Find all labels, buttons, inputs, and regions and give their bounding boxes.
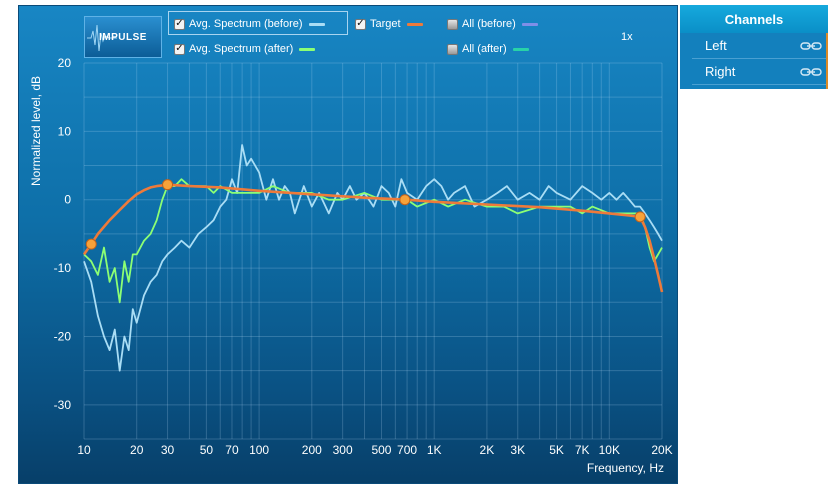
x-tick-label: 70 — [225, 443, 239, 457]
legend-target[interactable]: ✓ Target — [355, 15, 423, 33]
y-tick-label: -10 — [54, 261, 72, 275]
x-tick-label: 20K — [651, 443, 672, 457]
legend-label: Avg. Spectrum (after) — [189, 43, 294, 55]
checkbox-checked-icon[interactable]: ✓ — [174, 18, 185, 30]
channel-label: Left — [705, 38, 727, 53]
impulse-button[interactable]: IMPULSE — [84, 16, 162, 58]
x-tick-label: 50 — [200, 443, 214, 457]
target-control-point — [399, 194, 411, 206]
x-tick-label: 1K — [427, 443, 442, 457]
legend-swatch — [521, 22, 538, 26]
target-control-point — [634, 211, 646, 223]
x-tick-label: 100 — [249, 443, 269, 457]
legend-swatch — [299, 47, 316, 51]
x-tick-label: 10 — [77, 443, 91, 457]
checkbox-checked-icon[interactable]: ✓ — [174, 43, 185, 55]
x-tick-label: 7K — [575, 443, 590, 457]
legend-label: All (before) — [462, 18, 516, 30]
target-control-point — [162, 179, 174, 191]
checkbox-unchecked-icon[interactable] — [447, 43, 458, 55]
channel-item-left[interactable]: Left — [692, 33, 828, 59]
impulse-label: IMPULSE — [99, 31, 147, 43]
y-tick-label: -20 — [54, 329, 72, 343]
channel-item-right[interactable]: Right — [692, 59, 828, 85]
checkbox-checked-icon[interactable]: ✓ — [355, 18, 366, 30]
x-axis-label: Frequency, Hz — [587, 461, 664, 475]
target-control-points[interactable] — [85, 179, 646, 250]
channels-panel: Channels Left Right — [680, 5, 828, 89]
x-tick-label: 30 — [161, 443, 175, 457]
legend-avg-spectrum-after[interactable]: ✓ Avg. Spectrum (after) — [174, 40, 316, 58]
x-tick-label: 500 — [371, 443, 391, 457]
legend-swatch — [512, 47, 529, 51]
link-icon[interactable] — [800, 41, 822, 50]
legend-all-before[interactable]: All (before) — [447, 15, 538, 33]
zoom-level[interactable]: 1x — [621, 31, 633, 43]
target-curve-line — [82, 183, 664, 293]
legend-highlight-box — [168, 11, 348, 35]
legend-label: All (after) — [462, 43, 507, 55]
channels-accent-edge — [826, 33, 828, 89]
channel-label: Right — [705, 64, 736, 79]
channels-title: Channels — [680, 5, 828, 33]
legend-label: Target — [370, 18, 401, 30]
x-tick-label: 2K — [480, 443, 495, 457]
grid — [83, 62, 663, 440]
y-tick-label: 0 — [64, 193, 71, 207]
y-tick-label: 10 — [58, 124, 72, 138]
y-tick-label: -30 — [54, 398, 72, 412]
plot-panel: 10 20 30 50 70 100 200 300 500 700 1K 2K 3K 5K 7K 10K 20… — [18, 5, 678, 484]
x-tick-label: 3K — [510, 443, 525, 457]
checkbox-unchecked-icon[interactable] — [447, 18, 458, 30]
tick-labels: 10 20 30 50 70 100 200 300 500 700 1K 2K 3K 5K 7K 10K 20… — [54, 56, 673, 457]
legend-label: Avg. Spectrum (before) — [189, 18, 303, 30]
legend-swatch — [406, 22, 423, 26]
x-tick-label: 10K — [599, 443, 620, 457]
x-tick-label: 200 — [302, 443, 322, 457]
x-tick-label: 5K — [549, 443, 564, 457]
y-tick-label: 20 — [58, 56, 72, 70]
x-tick-label: 300 — [333, 443, 353, 457]
x-tick-label: 20 — [130, 443, 144, 457]
legend-swatch — [308, 22, 325, 26]
frequency-response-chart[interactable]: 10 20 30 50 70 100 200 300 500 700 1K 2K 3K 5K 7K 10K 20… — [19, 6, 677, 483]
link-icon[interactable] — [800, 67, 822, 76]
y-axis-label: Normalized level, dB — [29, 76, 43, 186]
legend-avg-spectrum-before[interactable]: ✓ Avg. Spectrum (before) — [174, 15, 325, 33]
x-tick-label: 700 — [397, 443, 417, 457]
legend-all-after[interactable]: All (after) — [447, 40, 529, 58]
target-control-point — [85, 238, 97, 250]
waveform-icon — [87, 24, 117, 52]
